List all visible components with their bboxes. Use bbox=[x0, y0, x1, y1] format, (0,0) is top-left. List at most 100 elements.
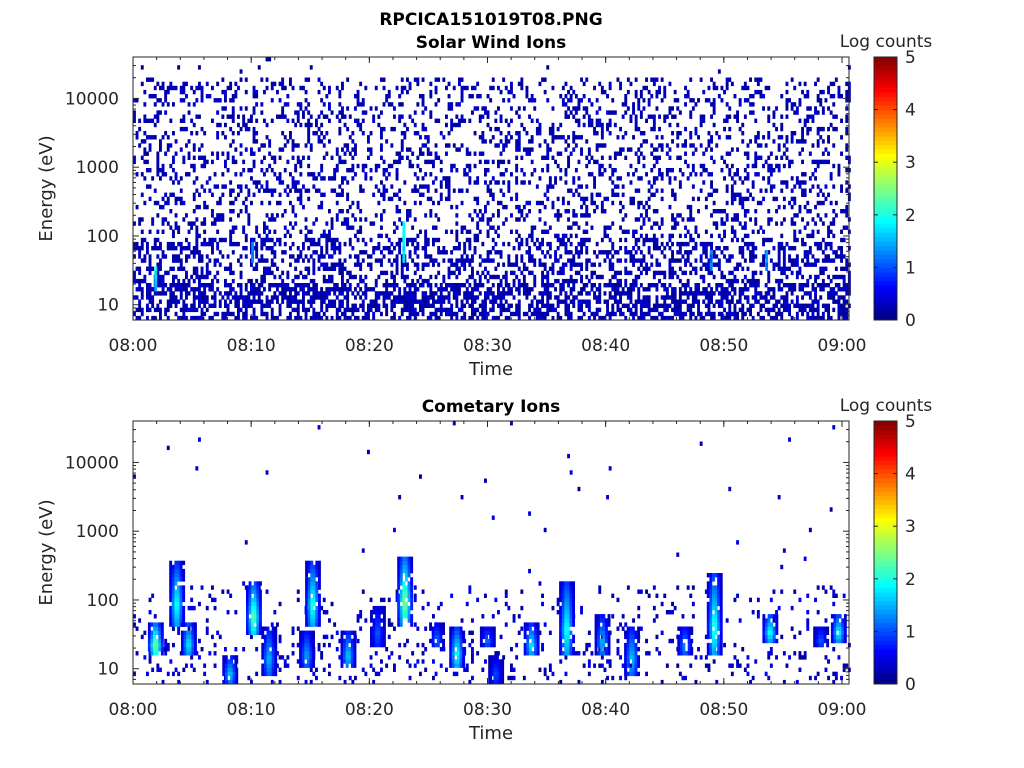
spectrogram-cell bbox=[135, 278, 139, 284]
spectrogram-cell bbox=[447, 188, 451, 193]
spectrogram-cell bbox=[364, 176, 368, 181]
spectrogram-cell bbox=[639, 311, 643, 317]
spectrogram-cell bbox=[491, 246, 495, 251]
spectrogram-cell bbox=[725, 278, 729, 284]
spectrogram-cell bbox=[689, 311, 693, 317]
spectrogram-cell bbox=[619, 81, 622, 87]
spectrogram-cell bbox=[390, 315, 394, 321]
spectrogram-cell bbox=[325, 114, 329, 119]
spectrogram-cell bbox=[816, 110, 820, 115]
spectrogram-cell bbox=[645, 299, 648, 304]
spectrogram-cell bbox=[335, 85, 339, 91]
spectrogram-cell bbox=[177, 266, 181, 271]
spectrogram-cell bbox=[600, 200, 604, 206]
spectrogram-cell bbox=[304, 266, 308, 271]
spectrogram-cell bbox=[567, 135, 570, 140]
spectrogram-cell bbox=[515, 163, 519, 169]
spectrogram-cell bbox=[759, 94, 763, 99]
spectrogram-cell bbox=[671, 213, 674, 218]
spectrogram-cell bbox=[639, 258, 643, 263]
spectrogram-cell bbox=[587, 159, 591, 165]
spectrogram-cell bbox=[156, 307, 160, 313]
spectrogram-cell bbox=[777, 204, 781, 210]
spectrogram-cell bbox=[738, 307, 742, 313]
spectrogram-cell bbox=[746, 287, 750, 292]
spectrogram-cell bbox=[234, 196, 238, 202]
spectrogram-cell bbox=[580, 262, 583, 267]
spectrogram-cell bbox=[728, 299, 732, 304]
spectrogram-cell bbox=[478, 283, 482, 288]
spectrogram-cell bbox=[572, 176, 576, 181]
spectrogram-cell bbox=[263, 278, 266, 284]
spectrogram-cell bbox=[395, 266, 399, 271]
spectrogram-cell bbox=[715, 209, 719, 214]
spectrogram-cell bbox=[221, 131, 225, 136]
spectrogram-cell bbox=[819, 217, 823, 222]
spectrogram-cell bbox=[192, 122, 196, 128]
spectrogram-cell bbox=[720, 209, 724, 214]
spectrogram-cell bbox=[268, 188, 272, 193]
spectrogram-cell bbox=[834, 250, 838, 255]
spectrogram-cell bbox=[593, 262, 596, 267]
spectrogram-cell bbox=[343, 143, 347, 148]
spectrogram-cell bbox=[486, 295, 490, 300]
spectrogram-cell bbox=[380, 155, 383, 160]
spectrogram-cell bbox=[762, 258, 765, 263]
spectrogram-cell bbox=[671, 225, 674, 230]
spectrogram-cell bbox=[710, 180, 713, 185]
spectrogram-cell bbox=[491, 307, 495, 313]
spectrogram-cell bbox=[585, 303, 589, 308]
spectrogram-cell bbox=[481, 213, 485, 218]
spectrogram-cell bbox=[837, 89, 841, 95]
spectrogram-cell bbox=[455, 122, 459, 128]
spectrogram-cell bbox=[694, 102, 698, 107]
spectrogram-cell bbox=[312, 270, 316, 276]
spectrogram-cell bbox=[447, 258, 451, 263]
spectrogram-cell bbox=[372, 118, 376, 123]
spectrogram-cell bbox=[250, 200, 253, 206]
spectrogram-cell bbox=[808, 106, 812, 111]
spectrogram-cell bbox=[671, 315, 674, 321]
spectrogram-cell bbox=[561, 233, 565, 239]
spectrogram-cell bbox=[624, 258, 628, 263]
spectrogram-cell bbox=[489, 291, 493, 296]
spectrogram-cell bbox=[468, 213, 472, 218]
spectrogram-cell bbox=[330, 287, 334, 292]
spectrogram-cell bbox=[642, 237, 646, 243]
spectrogram-cell bbox=[689, 131, 693, 136]
spectrogram-cell bbox=[252, 287, 256, 292]
spectrogram-cell bbox=[585, 266, 589, 271]
spectrogram-cell bbox=[697, 233, 700, 239]
spectrogram-cell bbox=[704, 254, 708, 259]
spectrogram-cell bbox=[606, 233, 609, 239]
spectrogram-cell bbox=[247, 192, 251, 197]
spectrogram-cell bbox=[660, 315, 664, 321]
spectrogram-cell bbox=[335, 151, 339, 156]
spectrogram-cell bbox=[681, 143, 685, 148]
spectrogram-cell bbox=[198, 258, 201, 263]
spectrogram-cell bbox=[842, 299, 846, 304]
spectrogram-cell bbox=[372, 246, 376, 251]
spectrogram-cell bbox=[374, 85, 378, 91]
spectrogram-cell bbox=[632, 254, 635, 259]
spectrogram-cell bbox=[452, 291, 456, 296]
spectrogram-cell bbox=[468, 229, 472, 234]
spectrogram-cell bbox=[634, 250, 638, 255]
spectrogram-cell bbox=[510, 196, 513, 202]
spectrogram-cell bbox=[385, 311, 389, 317]
spectrogram-cell bbox=[187, 139, 191, 144]
spectrogram-cell bbox=[697, 287, 700, 292]
spectrogram-cell bbox=[668, 270, 672, 276]
spectrogram-cell bbox=[478, 135, 482, 140]
spectrogram-cell bbox=[437, 299, 441, 304]
spectrogram-cell bbox=[639, 315, 643, 321]
spectrogram-cell bbox=[548, 180, 552, 185]
spectrogram-cell bbox=[224, 135, 227, 140]
spectrogram-cell bbox=[764, 291, 768, 296]
spectrogram-cell bbox=[143, 200, 147, 206]
spectrogram-cell bbox=[510, 135, 513, 140]
spectrogram-cell bbox=[564, 180, 568, 185]
spectrogram-cell bbox=[577, 262, 581, 267]
spectrogram-cell bbox=[216, 217, 220, 222]
spectrogram-cell bbox=[780, 246, 784, 251]
